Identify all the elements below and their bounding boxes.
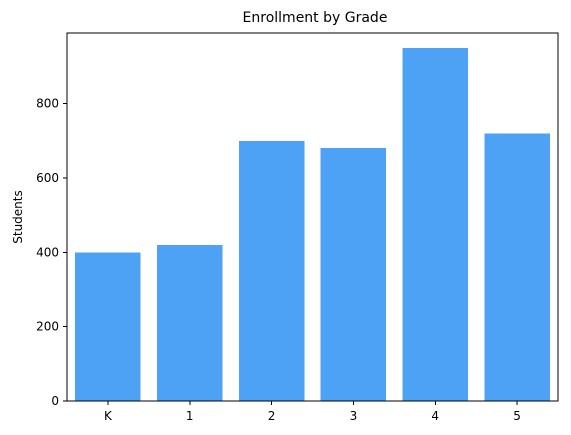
chart-title: Enrollment by Grade xyxy=(243,10,388,26)
y-axis-label: Students xyxy=(11,190,25,244)
y-tick-label: 200 xyxy=(36,320,59,334)
bar-K xyxy=(75,252,141,401)
x-tick-label: 3 xyxy=(350,409,358,423)
bar-4 xyxy=(402,47,468,402)
y-axis-ticks: 0 200 400 600 800 xyxy=(36,97,67,408)
y-tick-label: 600 xyxy=(36,171,59,185)
bar-3 xyxy=(320,148,387,401)
plot-frame xyxy=(66,32,559,402)
x-tick-label: 1 xyxy=(186,409,194,423)
y-tick-label: 800 xyxy=(36,97,59,111)
bar-5 xyxy=(484,133,550,401)
bar-2 xyxy=(238,140,305,401)
bar-1 xyxy=(157,244,223,401)
bars xyxy=(75,47,550,402)
x-tick-label: 4 xyxy=(431,409,439,423)
y-tick-label: 400 xyxy=(36,245,59,259)
x-tick-label: 5 xyxy=(513,409,521,423)
x-tick-label: 2 xyxy=(268,409,276,423)
y-tick-label: 0 xyxy=(51,394,59,408)
x-tick-label: K xyxy=(104,409,113,423)
x-axis-ticks: K 1 2 3 4 5 xyxy=(104,401,521,423)
